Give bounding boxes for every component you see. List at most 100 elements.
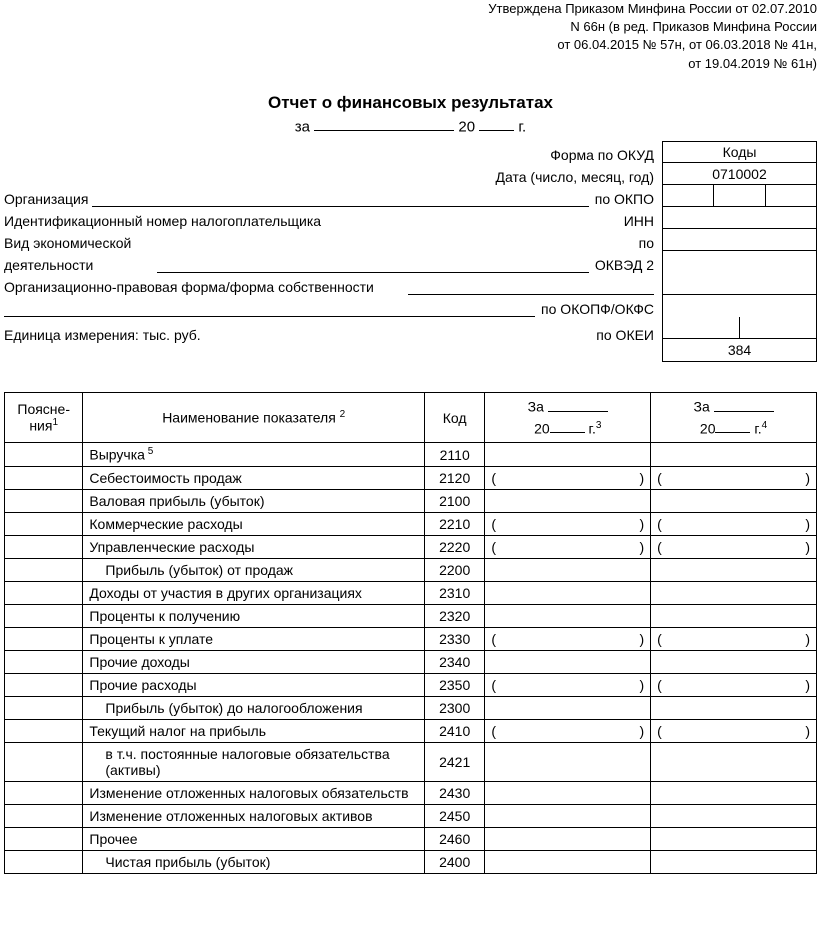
org-input[interactable] bbox=[92, 192, 588, 207]
cell-code: 2320 bbox=[425, 604, 485, 627]
cell-value[interactable] bbox=[651, 558, 817, 581]
cell-explanation[interactable] bbox=[5, 581, 83, 604]
legal-form-input-1[interactable] bbox=[408, 280, 654, 295]
cell-explanation[interactable] bbox=[5, 804, 83, 827]
cell-code: 2210 bbox=[425, 512, 485, 535]
table-row: Проценты к получению2320 bbox=[5, 604, 817, 627]
cell-value[interactable]: () bbox=[651, 719, 817, 742]
cell-explanation[interactable] bbox=[5, 827, 83, 850]
cell-explanation[interactable] bbox=[5, 443, 83, 467]
period-year-prefix: 20 bbox=[458, 118, 475, 135]
report-period: за 20 г. bbox=[4, 115, 817, 136]
cell-value[interactable] bbox=[651, 804, 817, 827]
cell-value[interactable] bbox=[485, 604, 651, 627]
cell-explanation[interactable] bbox=[5, 512, 83, 535]
cell-explanation[interactable] bbox=[5, 850, 83, 873]
table-row: Прочие доходы2340 bbox=[5, 650, 817, 673]
cell-explanation[interactable] bbox=[5, 719, 83, 742]
cell-value[interactable] bbox=[485, 650, 651, 673]
cell-explanation[interactable] bbox=[5, 489, 83, 512]
cell-value[interactable]: () bbox=[651, 673, 817, 696]
okopf-cells[interactable] bbox=[663, 317, 816, 339]
period-year-blank[interactable] bbox=[479, 115, 514, 132]
cell-value[interactable] bbox=[651, 489, 817, 512]
inn-label: Идентификационный номер налогоплательщик… bbox=[4, 213, 325, 229]
cell-value[interactable]: () bbox=[485, 512, 651, 535]
cell-value[interactable]: () bbox=[485, 673, 651, 696]
cell-code: 2350 bbox=[425, 673, 485, 696]
table-row: Доходы от участия в других организациях2… bbox=[5, 581, 817, 604]
okved-cell[interactable] bbox=[663, 273, 816, 295]
legal-form-input-2[interactable] bbox=[4, 302, 535, 317]
cell-indicator-name: Текущий налог на прибыль bbox=[83, 719, 425, 742]
cell-explanation[interactable] bbox=[5, 627, 83, 650]
inn-cell[interactable] bbox=[663, 229, 816, 251]
cell-code: 2460 bbox=[425, 827, 485, 850]
cell-value[interactable]: () bbox=[651, 535, 817, 558]
cell-value[interactable] bbox=[651, 827, 817, 850]
approval-line: от 06.04.2015 № 57н, от 06.03.2018 № 41н… bbox=[4, 36, 817, 54]
approval-line: от 19.04.2019 № 61н) bbox=[4, 55, 817, 73]
cell-explanation[interactable] bbox=[5, 742, 83, 781]
period-blank[interactable] bbox=[314, 115, 454, 132]
cell-explanation[interactable] bbox=[5, 696, 83, 719]
cell-value[interactable] bbox=[485, 850, 651, 873]
cell-value[interactable]: () bbox=[485, 719, 651, 742]
cell-value[interactable] bbox=[485, 804, 651, 827]
col-period-1: За 20 г.3 bbox=[485, 393, 651, 443]
date-cells[interactable] bbox=[663, 185, 816, 207]
cell-value[interactable]: () bbox=[651, 512, 817, 535]
col-explanations: Поясне- ния1 bbox=[5, 393, 83, 443]
cell-value[interactable] bbox=[485, 742, 651, 781]
okpo-cell[interactable] bbox=[663, 207, 816, 229]
table-row: Прочее2460 bbox=[5, 827, 817, 850]
cell-value[interactable] bbox=[651, 850, 817, 873]
cell-value[interactable] bbox=[651, 742, 817, 781]
cell-explanation[interactable] bbox=[5, 535, 83, 558]
cell-value[interactable]: () bbox=[485, 627, 651, 650]
cell-value[interactable] bbox=[651, 781, 817, 804]
cell-value[interactable] bbox=[485, 558, 651, 581]
cell-indicator-name: Изменение отложенных налоговых обязатель… bbox=[83, 781, 425, 804]
approval-line: N 66н (в ред. Приказов Минфина России bbox=[4, 18, 817, 36]
cell-explanation[interactable] bbox=[5, 673, 83, 696]
cell-explanation[interactable] bbox=[5, 558, 83, 581]
cell-value[interactable] bbox=[651, 604, 817, 627]
cell-value[interactable] bbox=[651, 650, 817, 673]
table-row: в т.ч. постоянные налоговые обязательств… bbox=[5, 742, 817, 781]
cell-code: 2450 bbox=[425, 804, 485, 827]
cell-code: 2110 bbox=[425, 443, 485, 467]
cell-value[interactable]: () bbox=[485, 535, 651, 558]
cell-value[interactable]: () bbox=[651, 466, 817, 489]
cell-explanation[interactable] bbox=[5, 781, 83, 804]
cell-indicator-name: Проценты к получению bbox=[83, 604, 425, 627]
cell-value[interactable] bbox=[651, 443, 817, 467]
cell-code: 2330 bbox=[425, 627, 485, 650]
cell-value[interactable] bbox=[485, 581, 651, 604]
cell-code: 2410 bbox=[425, 719, 485, 742]
cell-value[interactable]: () bbox=[485, 466, 651, 489]
cell-value[interactable] bbox=[485, 696, 651, 719]
activity-label-1: Вид экономической bbox=[4, 235, 135, 251]
cell-indicator-name: Проценты к уплате bbox=[83, 627, 425, 650]
cell-explanation[interactable] bbox=[5, 466, 83, 489]
activity-input[interactable] bbox=[157, 258, 589, 273]
table-row: Прибыль (убыток) до налогообложения2300 bbox=[5, 696, 817, 719]
col-code: Код bbox=[425, 393, 485, 443]
cell-explanation[interactable] bbox=[5, 604, 83, 627]
cell-code: 2310 bbox=[425, 581, 485, 604]
cell-value[interactable] bbox=[485, 781, 651, 804]
legal-form-label: Организационно-правовая форма/форма собс… bbox=[4, 279, 378, 295]
cell-value[interactable]: () bbox=[651, 627, 817, 650]
date-label: Дата (число, месяц, год) bbox=[490, 169, 654, 185]
cell-code: 2100 bbox=[425, 489, 485, 512]
cell-value[interactable] bbox=[651, 581, 817, 604]
cell-value[interactable] bbox=[485, 827, 651, 850]
table-row: Управленческие расходы2220()() bbox=[5, 535, 817, 558]
header-left: Форма по ОКУД Дата (число, месяц, год) О… bbox=[4, 141, 662, 343]
cell-value[interactable] bbox=[485, 443, 651, 467]
okud-label: Форма по ОКУД bbox=[544, 147, 654, 163]
cell-value[interactable] bbox=[485, 489, 651, 512]
cell-explanation[interactable] bbox=[5, 650, 83, 673]
cell-value[interactable] bbox=[651, 696, 817, 719]
